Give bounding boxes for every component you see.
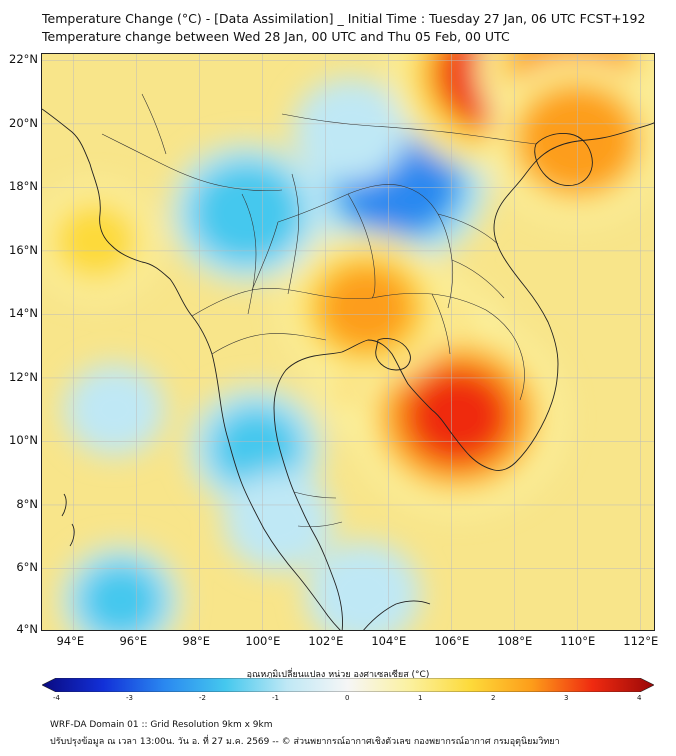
lat-label: 16°N (9, 242, 38, 257)
chart-title-line2: Temperature change between Wed 28 Jan, 0… (42, 29, 510, 44)
lat-label: 20°N (9, 115, 38, 130)
lon-label: 98°E (182, 634, 211, 648)
lon-label: 96°E (119, 634, 148, 648)
colorbar-gradient (42, 678, 654, 692)
anomaly-blob (72, 371, 156, 448)
colorbar (42, 678, 654, 692)
lat-label: 4°N (16, 622, 38, 636)
lon-label: 102°E (308, 634, 344, 648)
colorbar-tick-label: 3 (564, 694, 569, 702)
colorbar-tick-label: 4 (637, 694, 642, 702)
anomaly-blob (51, 201, 140, 282)
lat-label: 10°N (9, 433, 38, 448)
coastlines (42, 108, 654, 630)
anomaly-blob (199, 169, 294, 256)
lon-label: 112°E (623, 634, 659, 648)
chart-title-line1: Temperature Change (°C) - [Data Assimila… (42, 11, 646, 26)
lat-label: 6°N (16, 560, 38, 575)
lat-label: 22°N (9, 52, 38, 67)
footer-credit: ปรับปรุงข้อมูล ณ เวลา 13:00น. วัน อ. ที่… (50, 737, 560, 747)
map-panel (41, 53, 655, 631)
colorbar-tick-label: 1 (418, 694, 423, 702)
anomaly-blob (318, 264, 415, 352)
anomaly-field (42, 54, 654, 630)
admin-borders (101, 93, 537, 528)
temperature-map (42, 54, 654, 630)
colorbar-tick-label: -1 (272, 694, 279, 702)
anomaly-blob (317, 552, 409, 630)
colorbar-tick-label: 2 (491, 694, 496, 702)
lat-label: 18°N (9, 179, 38, 194)
lon-label: 108°E (497, 634, 533, 648)
colorbar-tick-label: -4 (53, 694, 60, 702)
lat-label: 14°N (9, 306, 38, 321)
anomaly-blob (233, 480, 323, 562)
lon-label: 106°E (434, 634, 470, 648)
lat-label: 8°N (16, 496, 38, 511)
lon-label: 104°E (371, 634, 407, 648)
lon-label: 110°E (560, 634, 596, 648)
anomaly-blob (304, 88, 397, 172)
anomaly-blob (209, 405, 303, 490)
colorbar-tick-label: -3 (126, 694, 133, 702)
anomaly-blob (404, 367, 511, 465)
lon-label: 94°E (56, 634, 85, 648)
lon-label: 100°E (245, 634, 281, 648)
footer-model-info: WRF-DA Domain 01 :: Grid Resolution 9km … (50, 720, 273, 730)
colorbar-tick-label: 0 (345, 694, 350, 702)
lat-label: 12°N (9, 369, 38, 384)
anomaly-blob (77, 561, 164, 630)
colorbar-title: อุณหภูมิเปลี่ยนแปลง หน่วย องศาเซลเซียส (… (246, 670, 430, 680)
colorbar-tick-label: -2 (199, 694, 206, 702)
